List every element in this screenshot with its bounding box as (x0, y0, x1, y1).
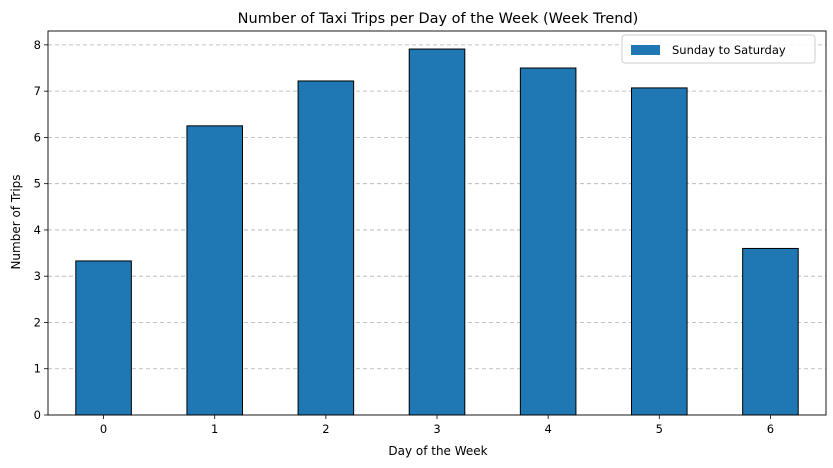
y-tick-label: 8 (34, 38, 41, 52)
bar (408, 48, 466, 416)
x-tick-label: 0 (100, 422, 107, 436)
legend-swatch (631, 45, 660, 55)
x-tick-label: 5 (656, 422, 663, 436)
x-axis-label: Day of the Week (388, 444, 487, 458)
legend-label: Sunday to Saturday (672, 43, 786, 57)
x-tick-label: 1 (211, 422, 218, 436)
y-axis-label: Number of Trips (9, 174, 23, 269)
y-tick-label: 3 (34, 269, 41, 283)
bar (631, 87, 688, 416)
legend: Sunday to Saturday (621, 34, 816, 64)
bars (75, 48, 799, 416)
bar (186, 125, 244, 416)
bar (297, 80, 355, 416)
y-tick-label: 1 (34, 362, 41, 376)
x-tick-label: 2 (322, 422, 329, 436)
y-tick-label: 5 (34, 177, 41, 191)
y-ticks: 0 1 2 3 4 5 6 7 8 (34, 38, 48, 422)
chart-title: Number of Taxi Trips per Day of the Week… (238, 11, 639, 27)
legend-frame (621, 34, 816, 64)
bar (75, 260, 132, 416)
y-tick-label: 2 (34, 315, 41, 329)
bar (742, 247, 799, 416)
y-tick-label: 4 (34, 223, 41, 237)
x-ticks: 0 1 2 3 4 5 6 (100, 415, 774, 436)
x-tick-label: 4 (544, 422, 551, 436)
y-tick-label: 7 (34, 84, 41, 98)
y-tick-label: 6 (34, 130, 41, 144)
x-tick-label: 6 (767, 422, 774, 436)
y-tick-label: 0 (34, 408, 41, 422)
x-tick-label: 3 (433, 422, 440, 436)
bar (519, 67, 577, 416)
